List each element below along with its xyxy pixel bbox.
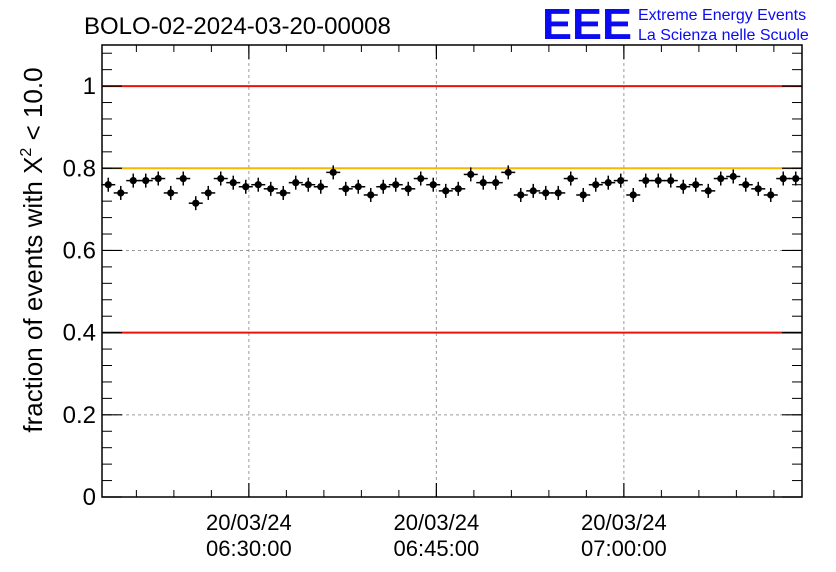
data-point <box>288 175 303 190</box>
y-tick-label: 0.6 <box>63 237 96 264</box>
data-point <box>776 171 791 186</box>
eee-logo: EEE Extreme Energy Events La Scienza nel… <box>542 0 809 49</box>
data-point <box>138 173 153 188</box>
grid <box>102 45 802 497</box>
x-tick-label-time: 07:00:00 <box>581 536 667 561</box>
chart-title: BOLO-02-2024-03-20-00008 <box>84 13 391 40</box>
data-point <box>126 173 141 188</box>
data-point <box>201 185 216 200</box>
data-point <box>413 171 428 186</box>
data-point <box>713 171 728 186</box>
data-point <box>351 179 366 194</box>
y-axis-label-exponent: 2 <box>18 148 35 157</box>
data-point <box>601 175 616 190</box>
data-point <box>263 181 278 196</box>
data-point <box>313 179 328 194</box>
data-point <box>338 181 353 196</box>
reference-lines <box>102 85 802 334</box>
data-point <box>251 177 266 192</box>
eee-logo-mark: EEE <box>542 0 632 49</box>
x-tick-label-date: 20/03/24 <box>394 510 480 535</box>
x-tick-label-time: 06:30:00 <box>206 536 292 561</box>
data-point <box>101 177 116 192</box>
data-point <box>176 171 191 186</box>
data-point <box>513 187 528 202</box>
plot-frame <box>101 44 803 498</box>
eee-logo-line2: La Scienza nelle Scuole <box>638 27 809 44</box>
data-point <box>726 169 741 184</box>
data-points <box>101 165 803 211</box>
data-point <box>676 179 691 194</box>
data-point <box>276 185 291 200</box>
data-point <box>738 177 753 192</box>
data-point <box>326 165 341 180</box>
data-point <box>663 173 678 188</box>
data-point <box>476 175 491 190</box>
data-point <box>788 171 803 186</box>
data-point <box>638 173 653 188</box>
data-point <box>488 175 503 190</box>
data-point <box>363 187 378 202</box>
data-point <box>613 173 628 188</box>
y-tick-label: 0.8 <box>63 155 96 182</box>
y-tick-label: 0.4 <box>63 320 96 347</box>
data-point <box>113 185 128 200</box>
data-point <box>463 167 478 182</box>
data-point <box>751 181 766 196</box>
data-point <box>576 187 591 202</box>
data-point <box>401 181 416 196</box>
data-point <box>763 187 778 202</box>
data-point <box>388 177 403 192</box>
x-tick-label-date: 20/03/24 <box>581 510 667 535</box>
data-point <box>526 183 541 198</box>
data-point <box>688 177 703 192</box>
data-point <box>301 177 316 192</box>
x-tick-label-time: 06:45:00 <box>394 536 480 561</box>
data-point <box>238 179 253 194</box>
data-point <box>451 181 466 196</box>
eee-logo-line1: Extreme Energy Events <box>638 7 806 24</box>
data-point <box>551 185 566 200</box>
data-point <box>563 171 578 186</box>
data-point <box>701 183 716 198</box>
data-point <box>501 165 516 180</box>
data-point <box>163 185 178 200</box>
y-axis-label-suffix: < 10.0 <box>18 67 48 147</box>
data-point <box>226 175 241 190</box>
data-point <box>213 171 228 186</box>
y-axis-label-symbol: X <box>18 157 48 174</box>
data-point <box>626 187 641 202</box>
data-point <box>438 183 453 198</box>
data-point <box>188 196 203 211</box>
data-point <box>651 173 666 188</box>
x-tick-label-date: 20/03/24 <box>206 510 292 535</box>
y-tick-label: 0.2 <box>63 402 96 429</box>
data-point <box>588 177 603 192</box>
axis-ticks: 00.20.40.60.8120/03/2406:30:0020/03/2406… <box>63 45 802 561</box>
data-point <box>538 185 553 200</box>
data-point <box>151 171 166 186</box>
data-point <box>426 177 441 192</box>
data-point <box>376 179 391 194</box>
y-tick-label: 0 <box>83 484 96 511</box>
y-axis-label-prefix: fraction of events with <box>18 174 48 433</box>
y-axis-label: fraction of events with X2 < 10.0 <box>18 67 48 432</box>
y-tick-label: 1 <box>83 73 96 100</box>
